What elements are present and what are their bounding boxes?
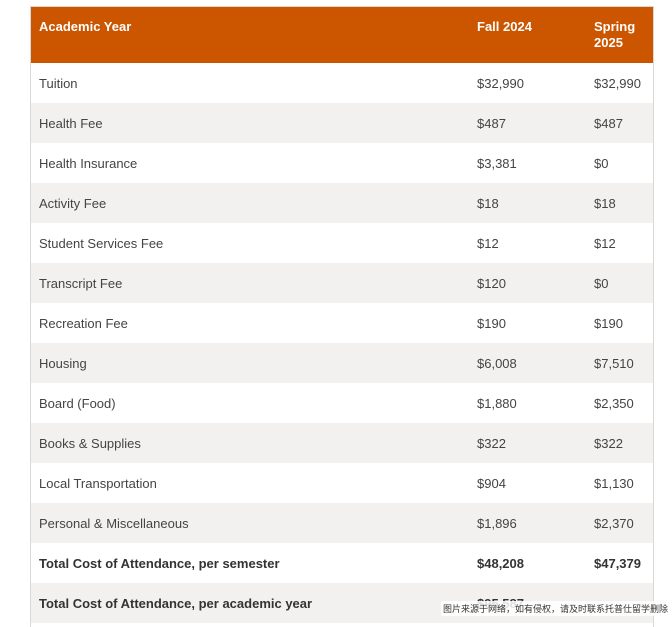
row-spring-value: $0 [586, 263, 653, 303]
row-label: Local Transportation [31, 463, 469, 503]
row-spring-value: $487 [586, 103, 653, 143]
header-row: Academic Year Fall 2024 Spring 2025 [31, 7, 653, 63]
row-label: Tuition [31, 63, 469, 103]
row-label: Transcript Fee [31, 263, 469, 303]
row-spring-value: $7,510 [586, 343, 653, 383]
table-row: Board (Food) $1,880 $2,350 [31, 383, 653, 423]
header-fall-2024: Fall 2024 [469, 7, 586, 63]
total-per-semester-row: Total Cost of Attendance, per semester $… [31, 543, 653, 583]
table-row: Health Fee $487 $487 [31, 103, 653, 143]
cost-of-attendance-table: Academic Year Fall 2024 Spring 2025 Tuit… [31, 7, 653, 623]
row-fall-value: $322 [469, 423, 586, 463]
table-row: Recreation Fee $190 $190 [31, 303, 653, 343]
table-body: Tuition $32,990 $32,990 Health Fee $487 … [31, 63, 653, 623]
row-spring-value: $1,130 [586, 463, 653, 503]
row-spring-value: $190 [586, 303, 653, 343]
header-academic-year: Academic Year [31, 7, 469, 63]
total-label: Total Cost of Attendance, per semester [31, 543, 469, 583]
row-fall-value: $190 [469, 303, 586, 343]
row-label: Recreation Fee [31, 303, 469, 343]
row-label: Health Insurance [31, 143, 469, 183]
table-row: Tuition $32,990 $32,990 [31, 63, 653, 103]
row-fall-value: $32,990 [469, 63, 586, 103]
table-row: Personal & Miscellaneous $1,896 $2,370 [31, 503, 653, 543]
table-row: Transcript Fee $120 $0 [31, 263, 653, 303]
row-spring-value: $322 [586, 423, 653, 463]
row-label: Health Fee [31, 103, 469, 143]
row-label: Student Services Fee [31, 223, 469, 263]
row-spring-value: $12 [586, 223, 653, 263]
cost-table-container: Academic Year Fall 2024 Spring 2025 Tuit… [30, 6, 654, 627]
table-header: Academic Year Fall 2024 Spring 2025 [31, 7, 653, 63]
row-fall-value: $6,008 [469, 343, 586, 383]
row-fall-value: $487 [469, 103, 586, 143]
row-fall-value: $18 [469, 183, 586, 223]
row-fall-value: $1,880 [469, 383, 586, 423]
table-row: Student Services Fee $12 $12 [31, 223, 653, 263]
row-fall-value: $1,896 [469, 503, 586, 543]
table-row: Books & Supplies $322 $322 [31, 423, 653, 463]
row-spring-value: $18 [586, 183, 653, 223]
row-fall-value: $3,381 [469, 143, 586, 183]
total-fall-value: $48,208 [469, 543, 586, 583]
table-row: Activity Fee $18 $18 [31, 183, 653, 223]
table-row: Health Insurance $3,381 $0 [31, 143, 653, 183]
row-fall-value: $12 [469, 223, 586, 263]
row-label: Personal & Miscellaneous [31, 503, 469, 543]
row-label: Books & Supplies [31, 423, 469, 463]
row-label: Activity Fee [31, 183, 469, 223]
total-spring-value: $47,379 [586, 543, 653, 583]
image-source-watermark: 图片来源于网络，如有侵权，请及时联系托普仕留学删除 [441, 601, 670, 616]
row-spring-value: $32,990 [586, 63, 653, 103]
table-row: Housing $6,008 $7,510 [31, 343, 653, 383]
row-spring-value: $2,370 [586, 503, 653, 543]
row-fall-value: $120 [469, 263, 586, 303]
row-label: Housing [31, 343, 469, 383]
row-fall-value: $904 [469, 463, 586, 503]
header-spring-2025: Spring 2025 [586, 7, 653, 63]
table-row: Local Transportation $904 $1,130 [31, 463, 653, 503]
row-spring-value: $0 [586, 143, 653, 183]
total-label: Total Cost of Attendance, per academic y… [31, 583, 469, 623]
row-label: Board (Food) [31, 383, 469, 423]
row-spring-value: $2,350 [586, 383, 653, 423]
